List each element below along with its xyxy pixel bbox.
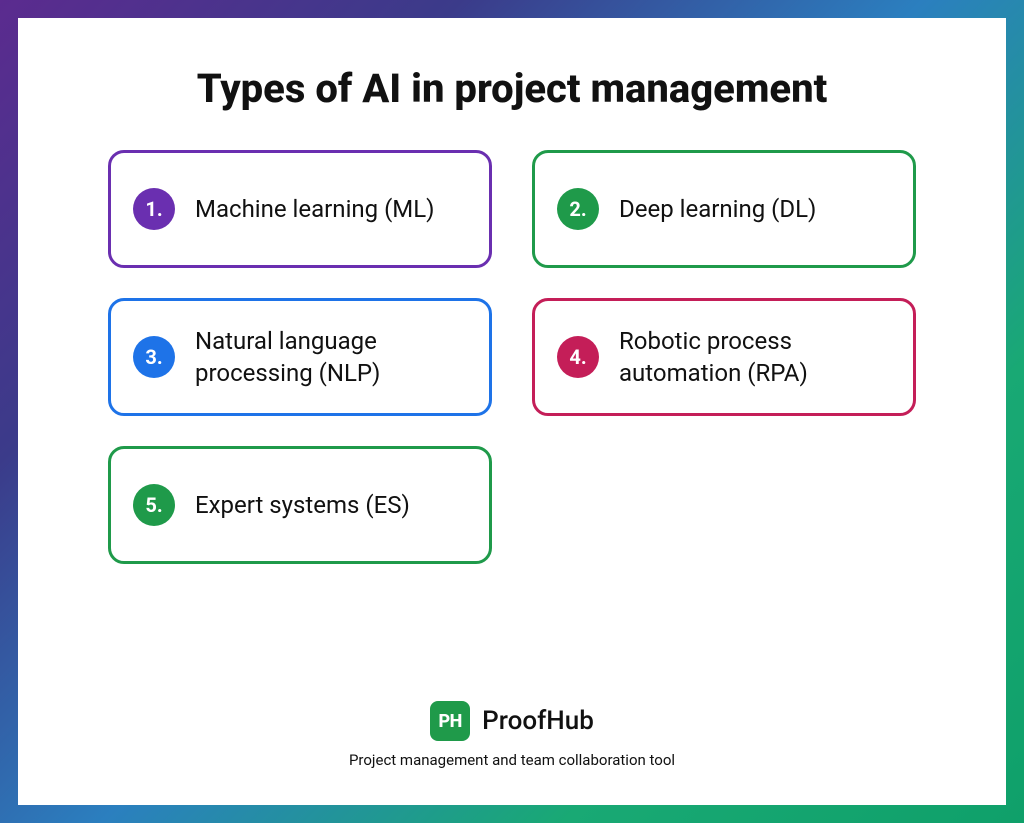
brand-name: ProofHub <box>482 706 594 736</box>
ai-type-card: 4. Robotic process automation (RPA) <box>532 298 916 416</box>
page-title: Types of AI in project management <box>78 64 946 114</box>
card-number-badge: 1. <box>133 188 175 230</box>
card-label: Expert systems (ES) <box>195 489 410 521</box>
card-label: Deep learning (DL) <box>619 193 816 225</box>
card-number-badge: 5. <box>133 484 175 526</box>
ai-type-card: 3. Natural language processing (NLP) <box>108 298 492 416</box>
ai-type-card: 2. Deep learning (DL) <box>532 150 916 268</box>
card-label: Robotic process automation (RPA) <box>619 325 891 390</box>
card-number-badge: 2. <box>557 188 599 230</box>
content-panel: Types of AI in project management 1. Mach… <box>18 18 1006 805</box>
tagline: Project management and team collaboratio… <box>349 751 675 769</box>
card-number-badge: 3. <box>133 336 175 378</box>
brand: PH ProofHub <box>430 701 594 741</box>
gradient-frame: Types of AI in project management 1. Mach… <box>0 0 1024 823</box>
ai-type-card: 1. Machine learning (ML) <box>108 150 492 268</box>
brand-logo-icon: PH <box>430 701 470 741</box>
ai-type-card: 5. Expert systems (ES) <box>108 446 492 564</box>
card-label: Natural language processing (NLP) <box>195 325 467 390</box>
cards-grid: 1. Machine learning (ML) 2. Deep learning (… <box>78 150 946 564</box>
footer: PH ProofHub Project management and team … <box>78 701 946 775</box>
card-number-badge: 4. <box>557 336 599 378</box>
card-label: Machine learning (ML) <box>195 193 435 225</box>
